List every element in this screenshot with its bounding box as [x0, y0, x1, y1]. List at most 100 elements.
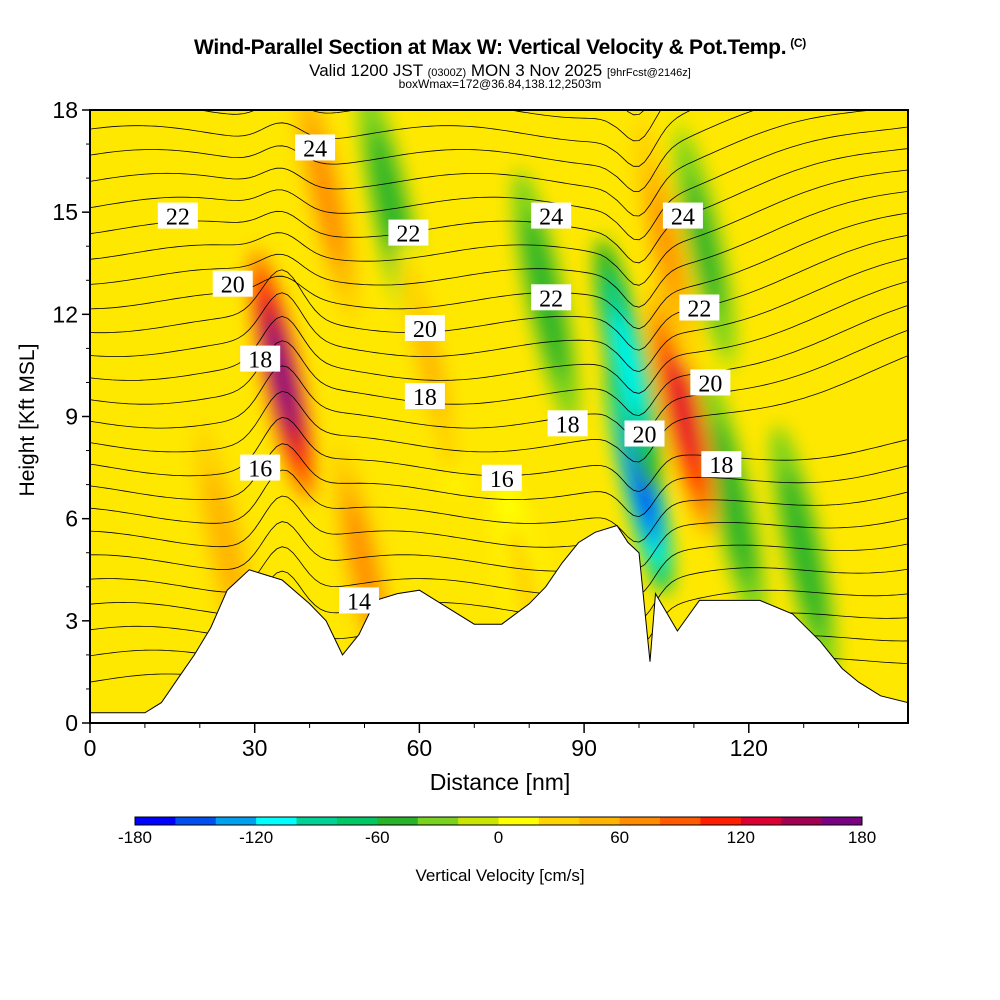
- colorbar-segment-4: [296, 817, 338, 825]
- isentrope-19: [90, 148, 908, 264]
- isentrope-20: [90, 126, 908, 241]
- colorbar-tick-label-2: -60: [365, 828, 390, 847]
- theta-label-15: 16: [240, 454, 281, 483]
- y-axis-label: Height [Kft MSL]: [16, 344, 39, 497]
- isentrope-10: [90, 355, 908, 463]
- colorbar-segment-7: [417, 817, 459, 825]
- theta-label-2: 22: [388, 219, 429, 248]
- isentrope-25: [625, 110, 645, 116]
- theta-label-5: 20: [212, 270, 253, 299]
- isentrope-11: [90, 329, 908, 439]
- colorbar-tick-label-0: -180: [118, 828, 152, 847]
- isentrope-17: [90, 191, 908, 308]
- isentrope-22: [90, 110, 757, 192]
- theta-label-text-2: 22: [396, 222, 420, 248]
- theta-label-7: 22: [679, 294, 720, 323]
- updraft-core-1-layer-5: [312, 141, 341, 249]
- theta-label-1: 22: [157, 202, 198, 231]
- y-tick-label-0: 0: [65, 710, 78, 736]
- theta-label-6: 22: [531, 284, 572, 312]
- theta-label-text-1: 22: [166, 205, 190, 231]
- colorbar-segment-15: [740, 817, 782, 825]
- colorbar-segment-2: [215, 817, 257, 825]
- theta-label-text-11: 18: [413, 385, 437, 411]
- x-axis-label: Distance [nm]: [430, 769, 571, 795]
- isentrope-23: [90, 110, 693, 167]
- theta-label-box-11: [404, 383, 445, 410]
- theta-label-0: 24: [295, 134, 336, 162]
- colorbar-tick-label-6: 180: [848, 828, 876, 847]
- theta-label-text-7: 22: [687, 297, 711, 323]
- theta-label-text-6: 22: [539, 286, 563, 312]
- isentrope-24: [197, 110, 662, 142]
- colorbar-segment-8: [458, 817, 499, 825]
- theta-label-box-3: [531, 202, 572, 229]
- updraft-core-3-layer-5: [652, 192, 681, 301]
- theta-label-14: 18: [701, 451, 742, 479]
- theta-label-text-5: 20: [221, 273, 245, 299]
- isentrope-6: [90, 495, 908, 569]
- theta-label-box-14: [701, 451, 742, 478]
- chart-subtitle: Valid 1200 JST (0300Z) MON 3 Nov 2025 [9…: [309, 61, 691, 80]
- theta-label-text-8: 20: [413, 317, 437, 343]
- colorbar-segment-12: [619, 817, 661, 825]
- theta-label-11: 18: [404, 383, 445, 411]
- theta-label-9: 18: [240, 345, 281, 374]
- theta-label-text-0: 24: [303, 136, 327, 162]
- theta-label-16: 16: [481, 464, 522, 493]
- theta-label-13: 20: [624, 420, 665, 449]
- axes: 0 30 60 90 120 0 3 6 9 12 15 18: [52, 97, 860, 761]
- theta-label-box-13: [624, 420, 665, 447]
- updraft-core-2-layer-5: [668, 355, 697, 464]
- theta-label-box-17: [339, 587, 380, 614]
- theta-label-box-15: [240, 454, 281, 481]
- theta-label-17: 14: [339, 587, 380, 615]
- colorbar-segment-14: [700, 817, 742, 825]
- y-tick-label-1: 3: [65, 608, 78, 634]
- colorbar-segment-6: [377, 817, 419, 825]
- theta-labels: 24 22 22 24 24 20 22 22 20 18 20 18 18 20 18 16 16 14: [157, 134, 742, 615]
- theta-label-box-9: [240, 345, 281, 372]
- theta-label-text-17: 14: [347, 589, 371, 615]
- theta-label-box-8: [404, 314, 445, 341]
- x-tick-label-3: 90: [571, 735, 597, 761]
- colorbar-segment-16: [781, 817, 823, 825]
- theta-label-text-14: 18: [709, 453, 733, 479]
- colorbar-tick-label-1: -120: [239, 828, 273, 847]
- theta-label-box-2: [388, 219, 429, 246]
- y-tick-label-3: 9: [65, 404, 78, 430]
- colorbar-segment-13: [660, 817, 701, 825]
- colorbar-segment-5: [336, 817, 378, 825]
- theta-label-text-15: 16: [248, 457, 272, 483]
- theta-label-box-6: [531, 284, 572, 311]
- isentrope-12: [90, 305, 908, 417]
- colorbar-tick-label-4: 60: [610, 828, 629, 847]
- theta-label-8: 20: [404, 314, 445, 343]
- colorbar-segment-1: [175, 817, 217, 825]
- theta-label-box-10: [690, 369, 731, 396]
- theta-label-12: 18: [547, 410, 588, 438]
- y-tick-label-6: 18: [52, 97, 78, 123]
- colorbar-segment-3: [256, 817, 298, 825]
- isentrope-5: [90, 521, 908, 595]
- isentrope-15: [90, 234, 908, 351]
- colorbar-segment-11: [579, 817, 621, 825]
- colorbar: -180 -120 -60 0 60 120 180: [118, 816, 876, 847]
- isentrope-8: [90, 443, 908, 518]
- theta-label-text-9: 18: [248, 348, 272, 374]
- theta-label-text-3: 24: [539, 205, 563, 231]
- colorbar-segment-9: [498, 817, 540, 825]
- theta-label-4: 24: [662, 202, 703, 231]
- chart-title: Wind-Parallel Section at Max W: Vertical…: [194, 36, 806, 59]
- isentrope-14: [90, 257, 908, 373]
- theta-label-box-12: [547, 410, 588, 437]
- colorbar-label: Vertical Velocity [cm/s]: [415, 866, 584, 885]
- chart-box-info: boxWmax=172@36.84,138.12,2503m: [398, 77, 602, 91]
- isentrope-18: [90, 169, 908, 286]
- theta-label-text-10: 20: [698, 371, 722, 397]
- isentrope-13: [90, 280, 908, 394]
- y-tick-label-5: 15: [52, 199, 78, 225]
- x-tick-label-4: 120: [730, 735, 768, 761]
- downdraft-core-5-layer-5: [789, 498, 818, 607]
- colorbar-tick-label-5: 120: [727, 828, 755, 847]
